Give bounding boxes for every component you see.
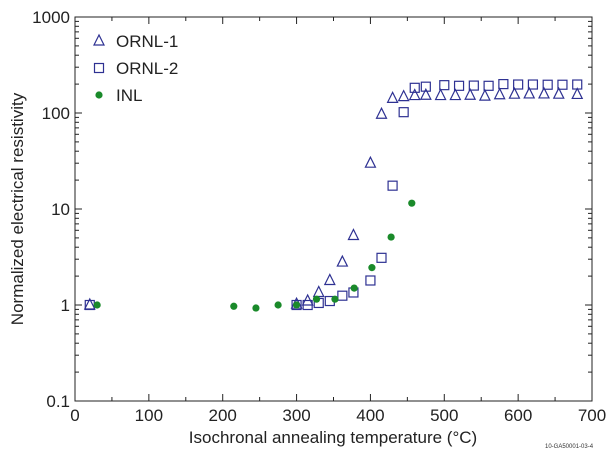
point-ornl-1	[312, 285, 325, 298]
x-tick-label: 200	[209, 406, 237, 425]
point-ornl-1	[375, 106, 388, 119]
point-ornl-2	[365, 275, 376, 286]
point-ornl-2	[439, 80, 450, 91]
point-ornl-2	[513, 79, 524, 90]
x-tick-label: 300	[282, 406, 310, 425]
legend-entry-ornl-1: ORNL-1	[93, 32, 178, 51]
point-ornl-1	[508, 86, 521, 99]
point-ornl-1	[478, 88, 491, 101]
point-ornl-2	[420, 81, 431, 92]
point-inl	[350, 284, 358, 292]
y-axis-tick-labels: 0.1 1 10 100 1000	[32, 8, 70, 411]
point-inl	[408, 199, 416, 207]
y-axis-title: Normalized electrical resistivity	[8, 92, 27, 325]
data-points	[83, 79, 584, 312]
legend-label-ornl-1: ORNL-1	[116, 32, 178, 51]
x-tick-label: 100	[135, 406, 163, 425]
x-tick-label: 700	[578, 406, 606, 425]
legend-label-ornl-2: ORNL-2	[116, 59, 178, 78]
x-tick-label: 400	[356, 406, 384, 425]
point-ornl-2	[453, 80, 465, 91]
point-ornl-2	[483, 80, 494, 91]
point-ornl-2	[337, 290, 348, 301]
point-ornl-1	[364, 155, 377, 168]
legend-marker-ornl-1	[93, 33, 105, 46]
point-inl	[252, 304, 260, 312]
point-ornl-1	[552, 86, 565, 99]
point-ornl-2	[387, 180, 398, 191]
point-inl	[387, 233, 395, 241]
point-ornl-1	[323, 273, 336, 286]
x-axis-tick-labels: 0 100 200 300 400 500 600 700	[70, 406, 606, 425]
point-ornl-1	[386, 91, 399, 103]
point-ornl-2	[302, 299, 313, 311]
point-ornl-1	[449, 88, 462, 101]
point-ornl-2	[557, 79, 568, 90]
y-tick-label: 10	[51, 200, 70, 219]
point-ornl-1	[571, 87, 584, 100]
point-ornl-1	[419, 87, 432, 100]
point-ornl-1	[464, 87, 477, 100]
legend-entry-ornl-2: ORNL-2	[93, 59, 178, 78]
y-tick-label: 0.1	[46, 392, 70, 411]
point-inl	[93, 301, 101, 309]
point-ornl-2	[376, 252, 387, 263]
legend-marker-inl	[95, 91, 103, 99]
point-ornl-1	[408, 88, 421, 101]
y-tick-label: 1000	[32, 8, 70, 27]
legend-entry-inl: INL	[95, 86, 142, 105]
point-ornl-2	[398, 107, 409, 118]
point-inl	[292, 301, 301, 309]
legend-label-inl: INL	[116, 86, 142, 105]
legend-marker-ornl-2	[93, 62, 105, 74]
point-ornl-1	[336, 254, 349, 267]
point-ornl-1	[397, 89, 410, 102]
point-ornl-1	[347, 228, 360, 241]
point-inl	[312, 295, 321, 303]
point-ornl-2	[291, 299, 302, 311]
point-ornl-2	[572, 79, 583, 90]
point-ornl-2	[409, 82, 420, 93]
legend: ORNL-1 ORNL-2 INL	[93, 32, 178, 105]
y-tick-label: 1	[61, 296, 70, 315]
point-inl	[230, 302, 238, 310]
x-tick-label: 0	[70, 406, 79, 425]
x-tick-label: 500	[430, 406, 458, 425]
y-tick-label: 100	[42, 104, 70, 123]
point-ornl-2	[527, 79, 539, 90]
point-ornl-2	[498, 79, 509, 90]
point-ornl-2	[468, 80, 479, 91]
point-ornl-2	[542, 79, 553, 90]
point-inl	[274, 301, 282, 309]
point-ornl-1	[523, 86, 536, 99]
figure-id: 10-GA50001-03-4	[545, 444, 594, 450]
point-ornl-1	[538, 86, 550, 99]
point-ornl-1	[434, 88, 447, 101]
x-axis-ticks	[74, 17, 593, 401]
point-inl	[331, 295, 339, 303]
x-tick-label: 600	[504, 406, 532, 425]
point-inl	[368, 264, 376, 272]
y-axis-ticks	[75, 16, 592, 402]
point-ornl-1	[493, 87, 506, 100]
x-axis-title: Isochronal annealing temperature (°C)	[189, 428, 477, 447]
